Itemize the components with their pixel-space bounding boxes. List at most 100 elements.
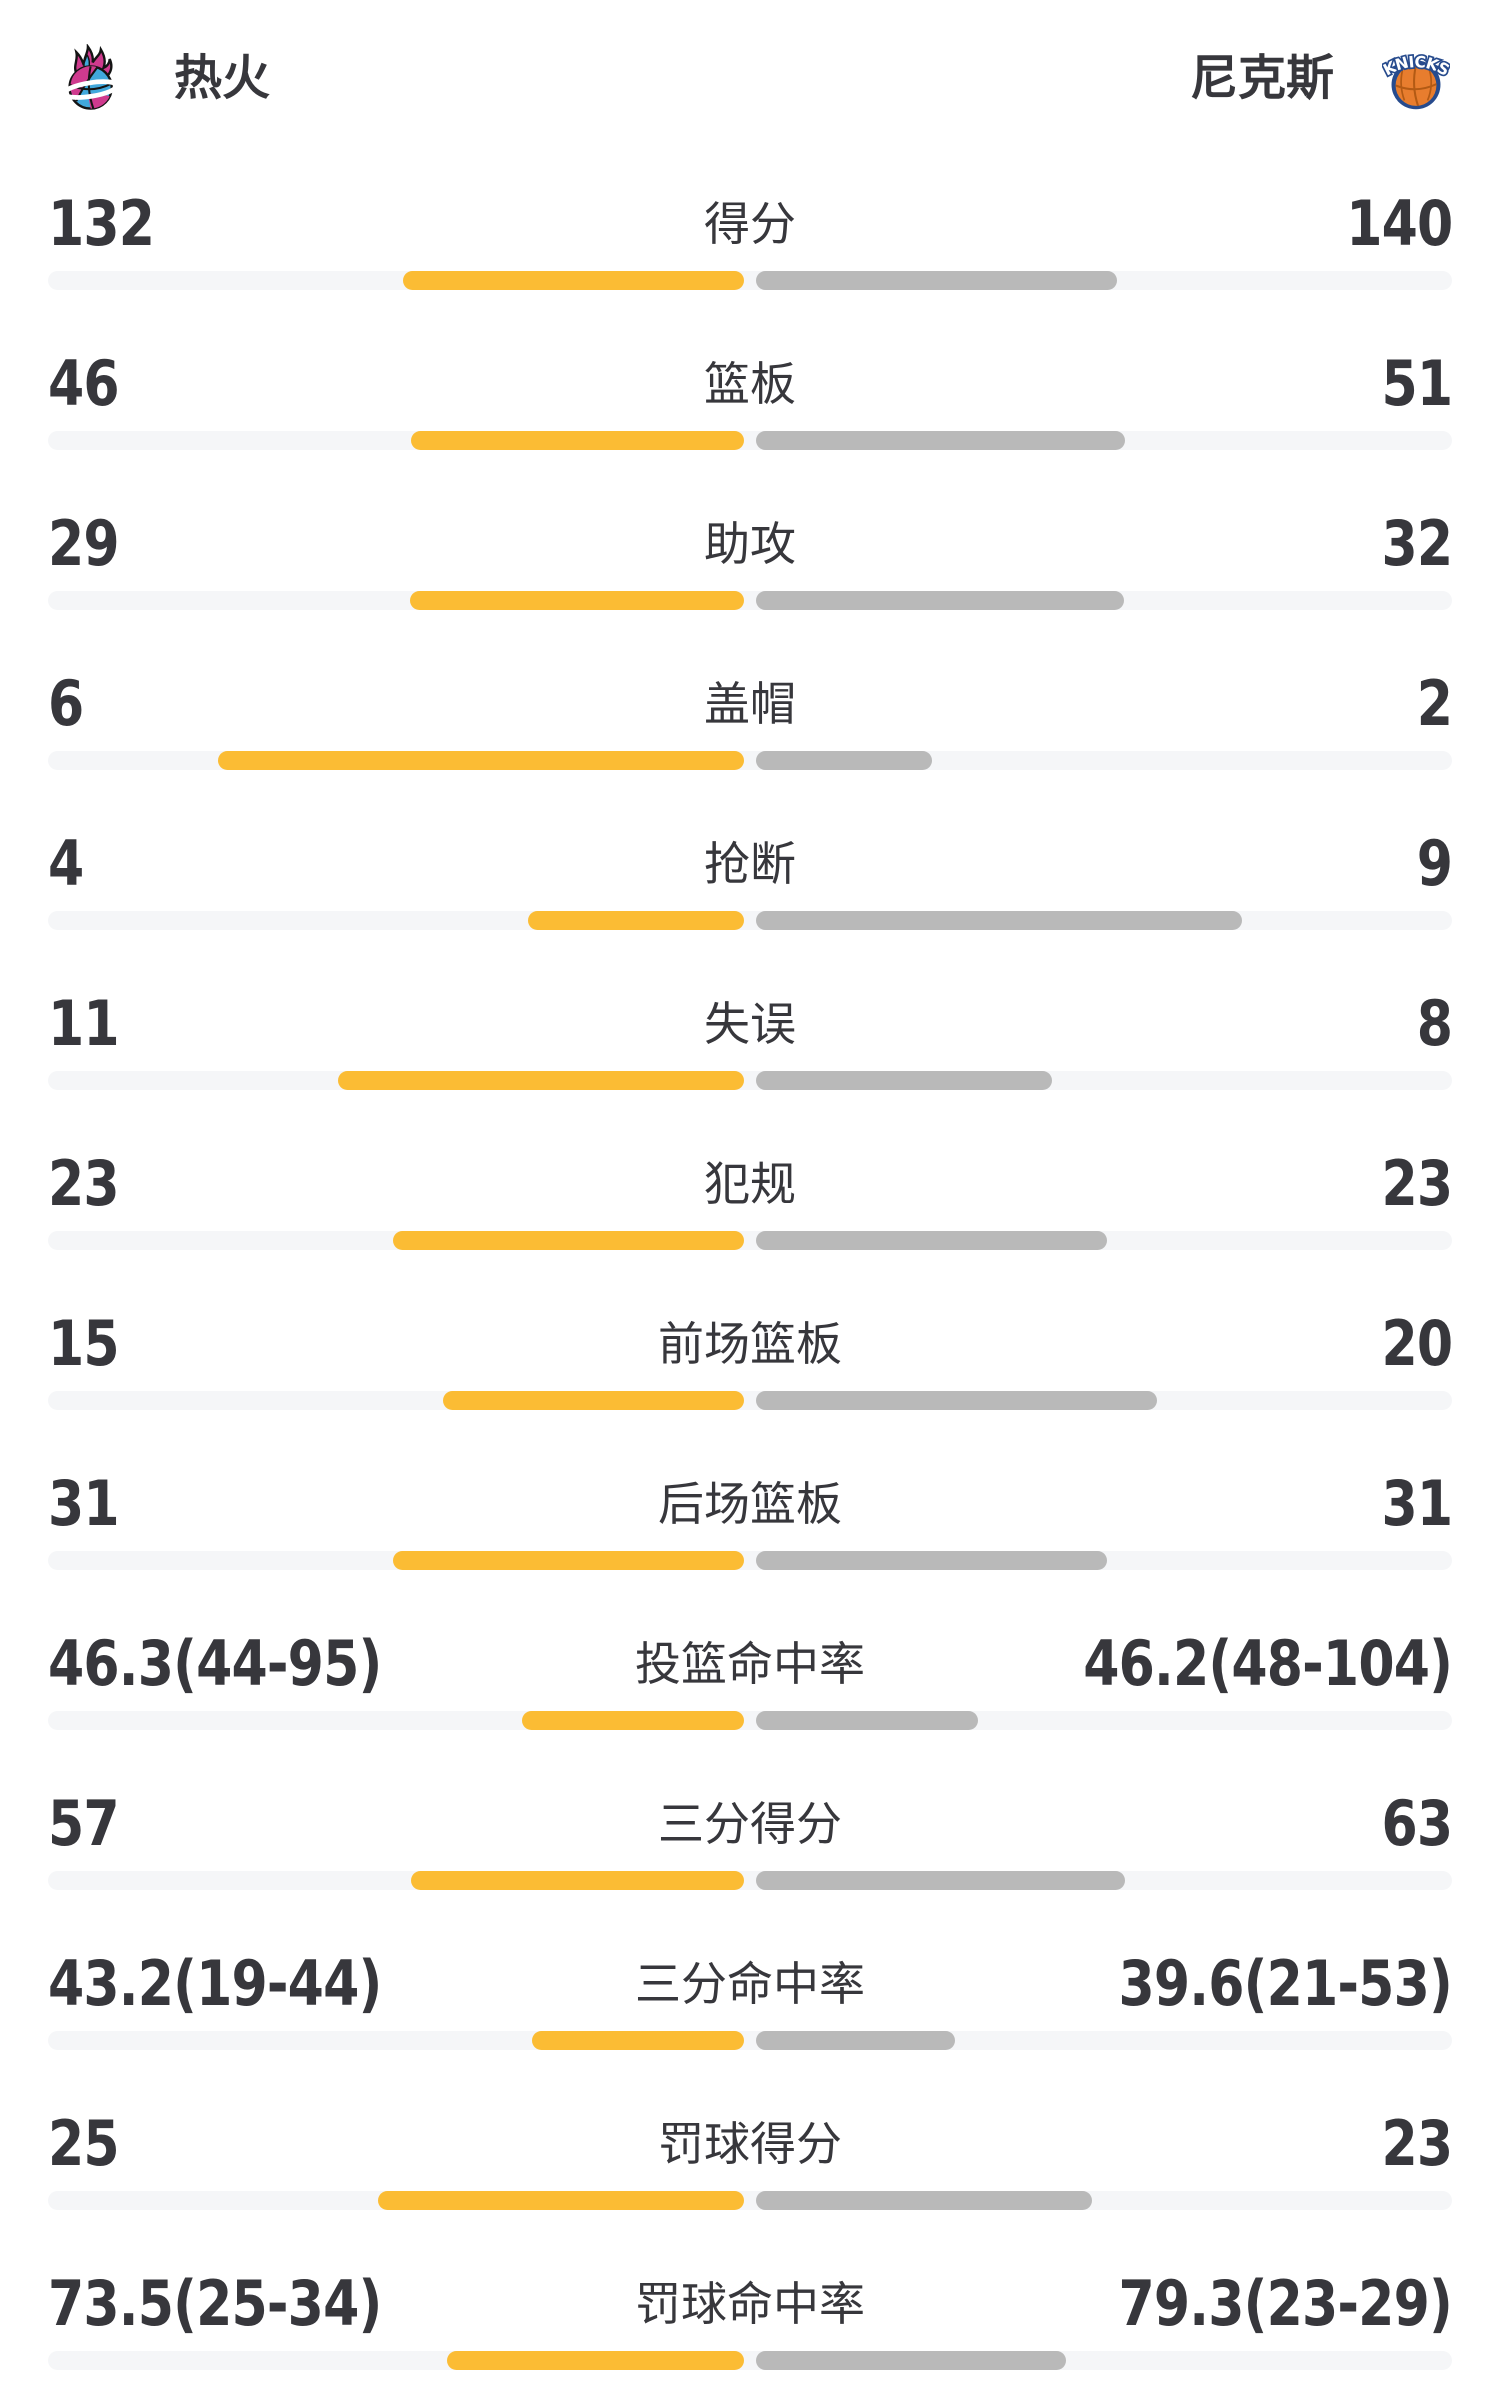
stat-row: 43.2(19-44) 三分命中率 39.6(21-53) — [0, 1906, 1500, 2066]
away-bar — [756, 591, 1125, 610]
stat-row: 73.5(25-34) 罚球命中率 79.3(23-29) — [0, 2226, 1500, 2386]
stat-text-line: 15 前场篮板 20 — [48, 1306, 1453, 1382]
stat-label: 篮板 — [704, 357, 796, 411]
home-value: 23 — [48, 1147, 120, 1220]
stat-text-line: 11 失误 8 — [48, 986, 1453, 1062]
away-value: 2 — [1416, 667, 1453, 740]
stat-row: 11 失误 8 — [0, 946, 1500, 1106]
away-value: 20 — [1381, 1307, 1453, 1380]
away-value: 79.3(23-29) — [1118, 2267, 1453, 2340]
stat-bar-track — [48, 1871, 1452, 1890]
away-value: 39.6(21-53) — [1118, 1947, 1453, 2020]
home-bar — [337, 1071, 744, 1090]
stat-text-line: 46.3(44-95) 投篮命中率 46.2(48-104) — [48, 1626, 1453, 1702]
home-value: 11 — [48, 987, 120, 1060]
away-bar — [756, 1551, 1107, 1570]
team-away: 尼克斯 KNICKS — [1190, 44, 1450, 112]
away-bar — [756, 1391, 1158, 1410]
stats-list: 132 得分 140 46 篮板 51 29 助攻 32 — [0, 146, 1500, 2386]
stat-row: 6 盖帽 2 — [0, 626, 1500, 786]
home-value: 46.3(44-95) — [48, 1627, 382, 1700]
home-bar — [446, 2351, 744, 2370]
home-value: 46 — [48, 347, 120, 420]
stat-row: 46 篮板 51 — [0, 306, 1500, 466]
stat-label: 失误 — [704, 997, 796, 1051]
away-bar — [756, 2191, 1093, 2210]
stat-label: 前场篮板 — [658, 1317, 842, 1371]
away-bar — [756, 1071, 1052, 1090]
stat-label: 助攻 — [704, 517, 796, 571]
team-home: 热火 — [58, 44, 270, 112]
stat-text-line: 4 抢断 9 — [48, 826, 1453, 902]
away-value: 32 — [1381, 507, 1453, 580]
stat-row: 25 罚球得分 23 — [0, 2066, 1500, 2226]
home-bar — [528, 911, 744, 930]
home-bar — [521, 1711, 744, 1730]
stat-bar-track — [48, 431, 1452, 450]
stat-label: 三分得分 — [658, 1797, 842, 1851]
stat-row: 23 犯规 23 — [0, 1106, 1500, 1266]
home-bar — [411, 431, 744, 450]
stat-label: 犯规 — [704, 1157, 796, 1211]
home-bar — [378, 2191, 744, 2210]
stat-row: 4 抢断 9 — [0, 786, 1500, 946]
stat-label: 投篮命中率 — [635, 1637, 865, 1691]
away-value: 8 — [1416, 987, 1453, 1060]
away-bar — [756, 2031, 956, 2050]
stat-bar-track — [48, 591, 1452, 610]
home-value: 4 — [48, 827, 84, 900]
away-value: 23 — [1381, 2107, 1453, 2180]
stat-row: 46.3(44-95) 投篮命中率 46.2(48-104) — [0, 1586, 1500, 1746]
stat-bar-track — [48, 751, 1452, 770]
away-bar — [756, 1231, 1107, 1250]
stat-bar-track — [48, 2031, 1452, 2050]
away-bar — [756, 2351, 1067, 2370]
stat-row: 29 助攻 32 — [0, 466, 1500, 626]
home-bar — [532, 2031, 744, 2050]
home-value: 57 — [48, 1787, 120, 1860]
away-bar — [756, 271, 1118, 290]
stat-label: 三分命中率 — [635, 1957, 865, 2011]
stat-row: 57 三分得分 63 — [0, 1746, 1500, 1906]
stat-bar-track — [48, 1711, 1452, 1730]
home-bar — [217, 751, 744, 770]
stat-text-line: 25 罚球得分 23 — [48, 2106, 1453, 2182]
stat-bar-track — [48, 2191, 1452, 2210]
knicks-logo-icon: KNICKS — [1382, 44, 1450, 112]
stat-bar-track — [48, 1071, 1452, 1090]
home-value: 29 — [48, 507, 120, 580]
home-value: 132 — [48, 187, 155, 260]
stat-label: 得分 — [704, 197, 796, 251]
heat-logo-icon — [58, 44, 126, 112]
home-value: 73.5(25-34) — [48, 2267, 382, 2340]
stat-row: 15 前场篮板 20 — [0, 1266, 1500, 1426]
away-team-name: 尼克斯 — [1189, 50, 1334, 106]
home-value: 25 — [48, 2107, 120, 2180]
home-team-name: 热火 — [174, 50, 271, 106]
stat-label: 盖帽 — [704, 677, 796, 731]
home-value: 31 — [48, 1467, 120, 1540]
away-bar — [756, 911, 1242, 930]
stat-bar-track — [48, 2351, 1452, 2370]
stat-text-line: 23 犯规 23 — [48, 1146, 1453, 1222]
stat-bar-track — [48, 1391, 1452, 1410]
away-bar — [756, 751, 932, 770]
away-value: 9 — [1416, 827, 1453, 900]
away-bar — [756, 1711, 978, 1730]
stat-text-line: 46 篮板 51 — [48, 346, 1453, 422]
home-bar — [393, 1551, 744, 1570]
away-bar — [756, 431, 1126, 450]
stat-bar-track — [48, 1551, 1452, 1570]
stat-text-line: 29 助攻 32 — [48, 506, 1453, 582]
stat-label: 抢断 — [704, 837, 796, 891]
home-value: 43.2(19-44) — [48, 1947, 382, 2020]
away-value: 63 — [1381, 1787, 1453, 1860]
away-value: 46.2(48-104) — [1083, 1627, 1453, 1700]
stat-text-line: 73.5(25-34) 罚球命中率 79.3(23-29) — [48, 2266, 1453, 2342]
home-bar — [410, 1871, 744, 1890]
stat-label: 罚球命中率 — [635, 2277, 865, 2331]
away-value: 31 — [1381, 1467, 1453, 1540]
away-value: 23 — [1381, 1147, 1453, 1220]
away-value: 140 — [1345, 187, 1453, 260]
home-bar — [443, 1391, 744, 1410]
